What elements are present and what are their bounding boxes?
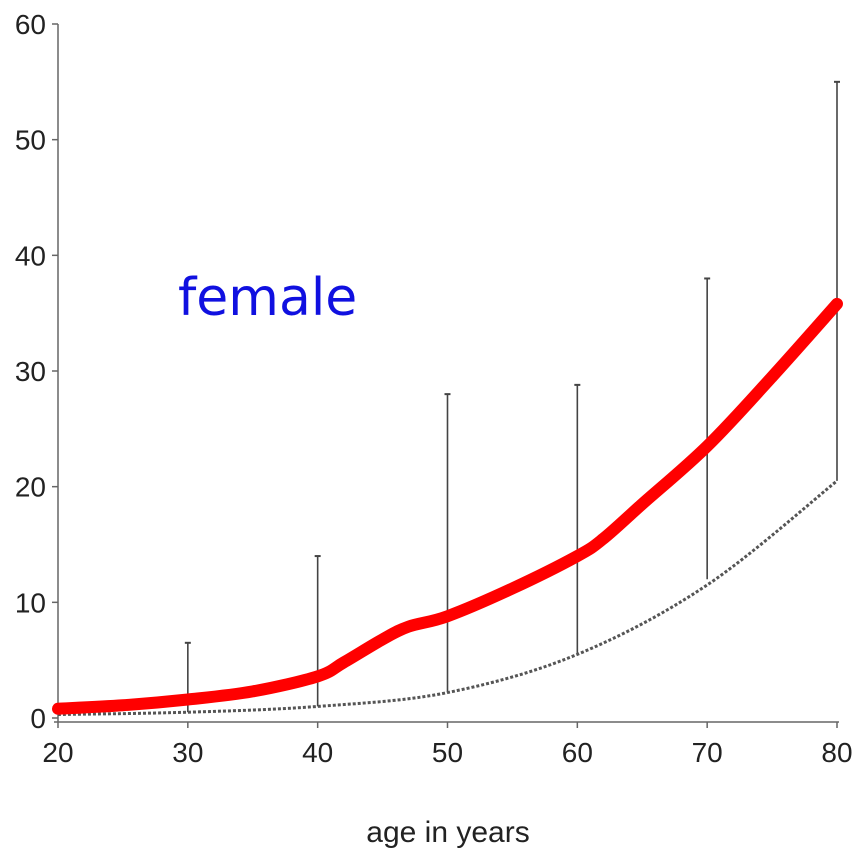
series-lines: [52, 297, 843, 717]
x-tick-label: 50: [432, 737, 463, 768]
x-axis-label: age in years: [366, 816, 529, 849]
y-tick-label: 50: [15, 125, 46, 156]
y-tick-label: 60: [15, 9, 46, 40]
y-tick-label: 20: [15, 472, 46, 503]
y-tick-label: 10: [15, 587, 46, 618]
x-tick-label: 20: [42, 737, 73, 768]
y-tick-label: 0: [30, 703, 46, 734]
y-tick-label: 30: [15, 356, 46, 387]
x-tick-label: 30: [172, 737, 203, 768]
x-tick-label: 70: [692, 737, 723, 768]
x-tick-label: 40: [302, 737, 333, 768]
x-tick-label: 80: [821, 737, 852, 768]
red-series-line: [52, 297, 843, 715]
y-tick-label: 40: [15, 240, 46, 271]
annotation-female: female: [178, 268, 357, 328]
y-axis-ticks: 0 10 20 30 40 50 60: [15, 9, 58, 734]
error-bars: [184, 80, 840, 713]
dashed-series-line: [57, 479, 838, 717]
x-axis-ticks: 20 30 40 50 60 70 80: [42, 722, 853, 768]
x-tick-label: 60: [562, 737, 593, 768]
